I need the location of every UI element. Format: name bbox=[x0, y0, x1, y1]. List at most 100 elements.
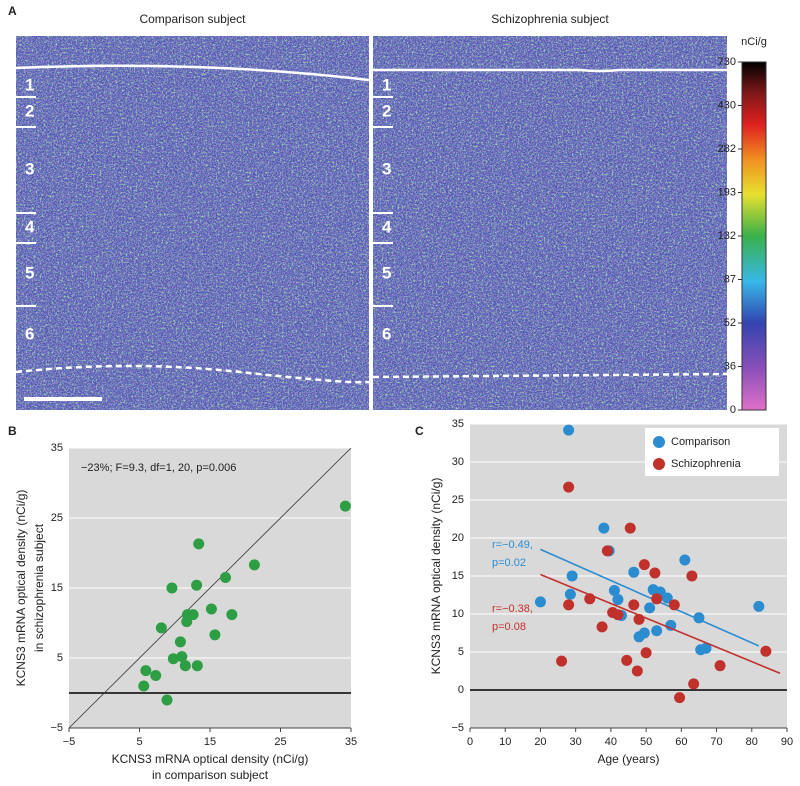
layer-label: 2 bbox=[25, 101, 34, 120]
y-tick-label: 35 bbox=[452, 418, 464, 430]
layer-label: 6 bbox=[25, 324, 34, 343]
fit-annotation: r=−0.49, bbox=[492, 539, 533, 551]
point bbox=[651, 625, 663, 637]
point bbox=[601, 545, 613, 557]
point bbox=[674, 692, 686, 704]
point bbox=[167, 653, 179, 665]
x-tick-label: 0 bbox=[467, 736, 473, 748]
layer-label: 3 bbox=[382, 159, 391, 178]
point bbox=[638, 627, 650, 639]
y-tick-label: 0 bbox=[458, 684, 464, 696]
point bbox=[665, 619, 677, 631]
colorbar-unit: nCi/g bbox=[741, 36, 767, 48]
point bbox=[640, 647, 652, 659]
point bbox=[651, 593, 663, 605]
colorbar-tick-label: 730 bbox=[718, 56, 736, 68]
point bbox=[700, 642, 712, 654]
colorbar-tick-label: 282 bbox=[718, 143, 736, 155]
colorbar-tick-label: 430 bbox=[718, 99, 736, 111]
point bbox=[563, 424, 575, 436]
layer-label: 5 bbox=[382, 263, 391, 282]
y-tick-label: 30 bbox=[452, 456, 464, 468]
y-tick-label: 25 bbox=[452, 494, 464, 506]
point bbox=[220, 572, 232, 583]
point bbox=[191, 660, 203, 672]
x-axis-label: in comparison subject bbox=[152, 768, 269, 782]
point bbox=[631, 665, 643, 677]
point bbox=[563, 599, 575, 611]
point bbox=[556, 655, 568, 667]
point bbox=[633, 613, 645, 625]
x-tick-label: 90 bbox=[781, 736, 793, 748]
x-tick-label: 40 bbox=[605, 736, 617, 748]
image-schizophrenia bbox=[372, 36, 728, 410]
legend-label: Schizophrenia bbox=[671, 458, 742, 470]
trend-line bbox=[540, 548, 760, 647]
point bbox=[187, 609, 199, 621]
x-tick-label: 30 bbox=[570, 736, 582, 748]
y-tick-label: 35 bbox=[51, 442, 63, 454]
fit-annotation: r=−0.38, bbox=[492, 603, 533, 615]
point bbox=[248, 559, 260, 571]
point bbox=[564, 588, 576, 600]
layer-label: 6 bbox=[382, 324, 391, 343]
y-tick-label: 10 bbox=[452, 608, 464, 620]
x-tick-label: 50 bbox=[640, 736, 652, 748]
layer-label: 1 bbox=[382, 75, 391, 94]
y-tick-label: −5 bbox=[50, 722, 63, 734]
x-tick-label: 10 bbox=[499, 736, 511, 748]
y-tick-label: 15 bbox=[51, 582, 63, 594]
image-comparison bbox=[15, 36, 370, 410]
point bbox=[226, 609, 238, 621]
fit-annotation: p=0.02 bbox=[492, 557, 526, 569]
y-tick-label: 5 bbox=[458, 646, 464, 658]
point bbox=[563, 481, 575, 493]
colorbar-tick-label: 87 bbox=[724, 273, 736, 285]
point bbox=[693, 612, 705, 624]
point bbox=[679, 554, 691, 566]
point bbox=[628, 566, 640, 578]
colorbar bbox=[741, 61, 767, 411]
y-axis-label: KCNS3 mRNA optical density (nCi/g) bbox=[429, 478, 443, 675]
legend-label: Comparison bbox=[671, 436, 730, 448]
y-tick-label: 5 bbox=[57, 652, 63, 664]
point bbox=[686, 570, 698, 582]
point bbox=[191, 579, 203, 591]
point bbox=[612, 594, 624, 606]
point bbox=[150, 670, 162, 681]
colorbar-tick-label: 52 bbox=[724, 317, 736, 329]
image-title: Comparison subject bbox=[139, 12, 246, 26]
colorbar-tick-label: 193 bbox=[718, 186, 736, 198]
point bbox=[534, 596, 546, 608]
y-axis-label: in schizophrenia subject bbox=[32, 523, 46, 652]
point bbox=[612, 609, 624, 621]
x-tick-label: 35 bbox=[345, 736, 357, 748]
colorbar-tick-label: 0 bbox=[730, 404, 736, 416]
y-tick-label: 20 bbox=[452, 532, 464, 544]
y-tick-label: −5 bbox=[451, 722, 464, 734]
point bbox=[193, 538, 205, 550]
layer-label: 3 bbox=[25, 159, 34, 178]
point bbox=[688, 678, 700, 690]
layer-label: 4 bbox=[25, 217, 35, 236]
fit-annotation: p=0.08 bbox=[492, 621, 526, 633]
point bbox=[339, 500, 351, 512]
layer-label: 5 bbox=[25, 263, 34, 282]
x-tick-label: −5 bbox=[63, 736, 76, 748]
y-tick-label: 25 bbox=[51, 512, 63, 524]
x-tick-label: 60 bbox=[675, 736, 687, 748]
x-tick-label: 80 bbox=[746, 736, 758, 748]
point bbox=[668, 599, 680, 611]
point bbox=[174, 636, 186, 648]
point bbox=[138, 680, 150, 692]
image-title: Schizophrenia subject bbox=[491, 12, 609, 26]
point bbox=[209, 629, 221, 641]
point bbox=[638, 559, 650, 571]
x-tick-label: 5 bbox=[136, 736, 142, 748]
panel-letter: B bbox=[8, 424, 17, 438]
point bbox=[661, 592, 673, 604]
point bbox=[649, 567, 661, 579]
point bbox=[584, 593, 596, 605]
panel-letter: A bbox=[8, 4, 17, 18]
